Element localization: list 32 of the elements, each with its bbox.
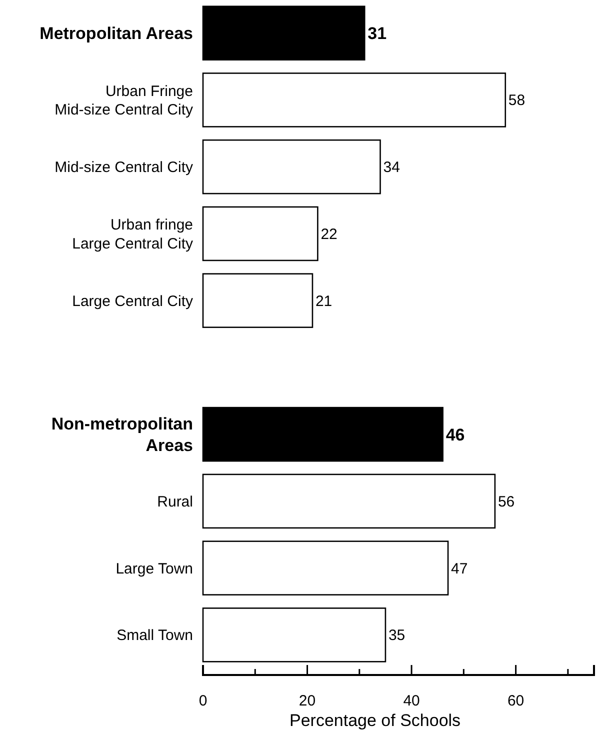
data-label: 34 [383, 159, 400, 176]
y-tick-label: Urban fringe Large Central City [72, 216, 194, 252]
x-tick-label: 0 [198, 692, 208, 710]
y-tick-label: Metropolitan Areas [40, 24, 193, 44]
bar [202, 474, 496, 529]
data-label: 35 [388, 627, 406, 644]
data-label: 56 [498, 493, 515, 510]
x-tick-label: 20 [298, 692, 316, 710]
y-tick-label: Large Town [116, 560, 193, 578]
bar [202, 273, 314, 328]
data-label: 46 [446, 425, 465, 444]
y-tick-label: Mid-size Central City [54, 159, 194, 176]
data-label: 21 [315, 292, 332, 310]
y-tick-label: Urban Fringe Mid-size Central City [54, 82, 194, 119]
bar [202, 6, 366, 60]
data-label: 58 [508, 92, 526, 110]
x-tick-label: 40 [403, 692, 420, 710]
x-tick-label: 60 [507, 692, 524, 710]
bar [202, 608, 386, 662]
bar [202, 139, 381, 194]
x-axis-title: Percentage of Schools [290, 711, 461, 730]
y-tick-label: Rural [157, 493, 193, 510]
data-label: 22 [320, 226, 338, 243]
data-label: 31 [368, 24, 387, 44]
y-tick-label: Small Town [116, 627, 193, 644]
y-tick-label: Large Central City [72, 292, 194, 310]
bar [202, 406, 444, 462]
bar [202, 72, 506, 128]
bar [202, 540, 449, 596]
y-tick-label: Non-metropolitan Areas [51, 414, 193, 455]
bar [202, 206, 318, 262]
data-label: 47 [451, 560, 468, 578]
